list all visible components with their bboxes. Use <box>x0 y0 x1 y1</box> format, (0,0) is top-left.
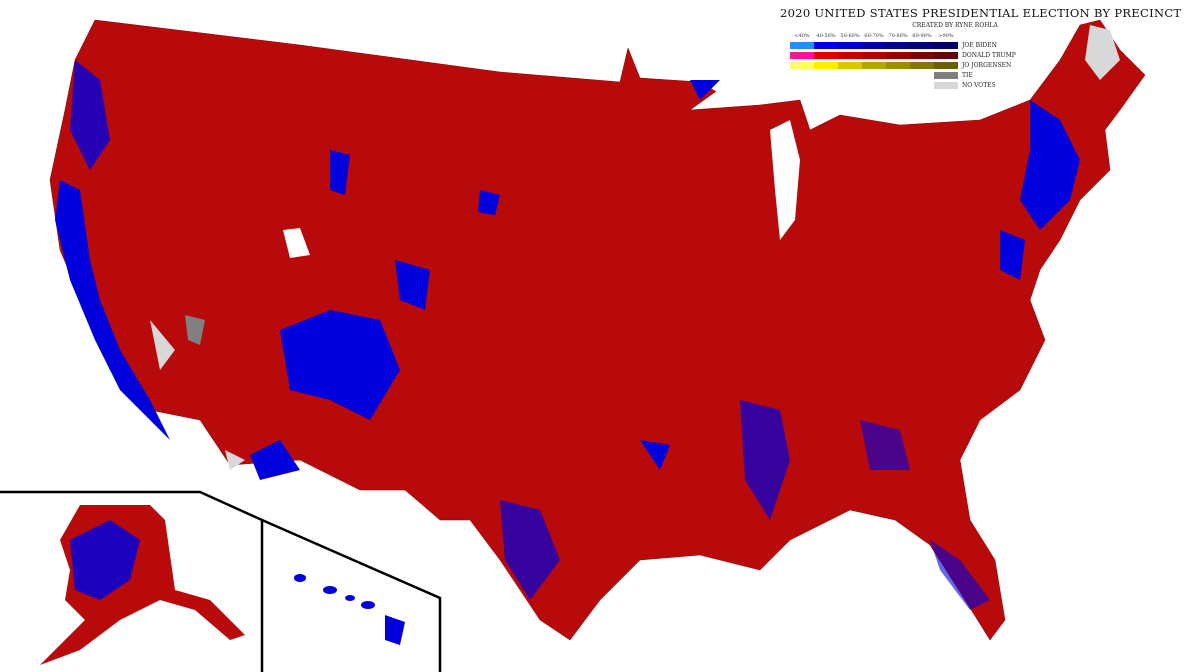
legend-swatch <box>862 42 886 49</box>
lake-michigan <box>770 120 800 240</box>
legend-swatch <box>934 52 958 59</box>
legend-swatch <box>838 52 862 59</box>
great-salt-lake <box>283 228 310 258</box>
map-subtitle: CREATED BY RYNE ROHLA <box>912 22 998 29</box>
legend-swatch <box>886 42 910 49</box>
legend-swatch <box>790 62 814 69</box>
legend-swatch <box>814 42 838 49</box>
legend-row: JO JORGENSEN <box>790 61 1016 70</box>
biden-regions <box>55 60 1080 610</box>
hawaii <box>294 574 405 645</box>
legend-bracket: 70-80% <box>888 33 908 39</box>
inset-border-hawaii <box>261 518 442 672</box>
alaska-biden <box>70 520 140 600</box>
legend-row: JOE BIDEN <box>790 41 1016 50</box>
legend-bracket: 50-60% <box>840 33 860 39</box>
legend-label: TIE <box>962 72 973 79</box>
legend-label: JO JORGENSEN <box>962 62 1012 69</box>
map-title: 2020 UNITED STATES PRESIDENTIAL ELECTION… <box>780 6 1182 20</box>
legend-swatch <box>934 82 958 89</box>
contiguous-us <box>49 19 1146 641</box>
legend-swatch <box>934 42 958 49</box>
legend-row: TIE <box>790 71 1016 80</box>
legend-label: DONALD TRUMP <box>962 52 1016 59</box>
legend-row: DONALD TRUMP <box>790 51 1016 60</box>
inset-border-alaska <box>0 490 264 672</box>
legend-swatch <box>838 62 862 69</box>
legend-bracket: 60-70% <box>864 33 884 39</box>
legend-swatch <box>814 62 838 69</box>
alaska <box>40 505 245 665</box>
legend-swatch <box>862 52 886 59</box>
legend-label: NO VOTES <box>962 82 996 89</box>
legend-swatch <box>838 42 862 49</box>
legend-swatch <box>862 62 886 69</box>
legend-swatch <box>934 72 958 79</box>
tie-region <box>185 315 205 345</box>
legend-bracket: <40% <box>794 33 810 39</box>
legend-label: JOE BIDEN <box>962 42 997 49</box>
legend-swatch <box>886 62 910 69</box>
legend-bracket: 80-90% <box>912 33 932 39</box>
legend-bracket: >90% <box>938 33 954 39</box>
legend-swatch <box>790 52 814 59</box>
legend-swatch <box>910 62 934 69</box>
legend-brackets: <40% 40-50% 50-60% 60-70% 70-80% 80-90% >90% <box>790 32 1016 40</box>
legend-row: NO VOTES <box>790 81 1016 90</box>
legend-swatch <box>790 42 814 49</box>
legend-bracket: 40-50% <box>816 33 836 39</box>
legend-swatch <box>910 52 934 59</box>
legend-swatch <box>910 42 934 49</box>
legend-swatch <box>886 52 910 59</box>
legend-swatch <box>934 62 958 69</box>
lake-superior <box>700 70 790 105</box>
legend: <40% 40-50% 50-60% 60-70% 70-80% 80-90% >90% J… <box>790 32 1016 91</box>
no-vote-regions <box>150 25 1120 470</box>
legend-swatch <box>814 52 838 59</box>
